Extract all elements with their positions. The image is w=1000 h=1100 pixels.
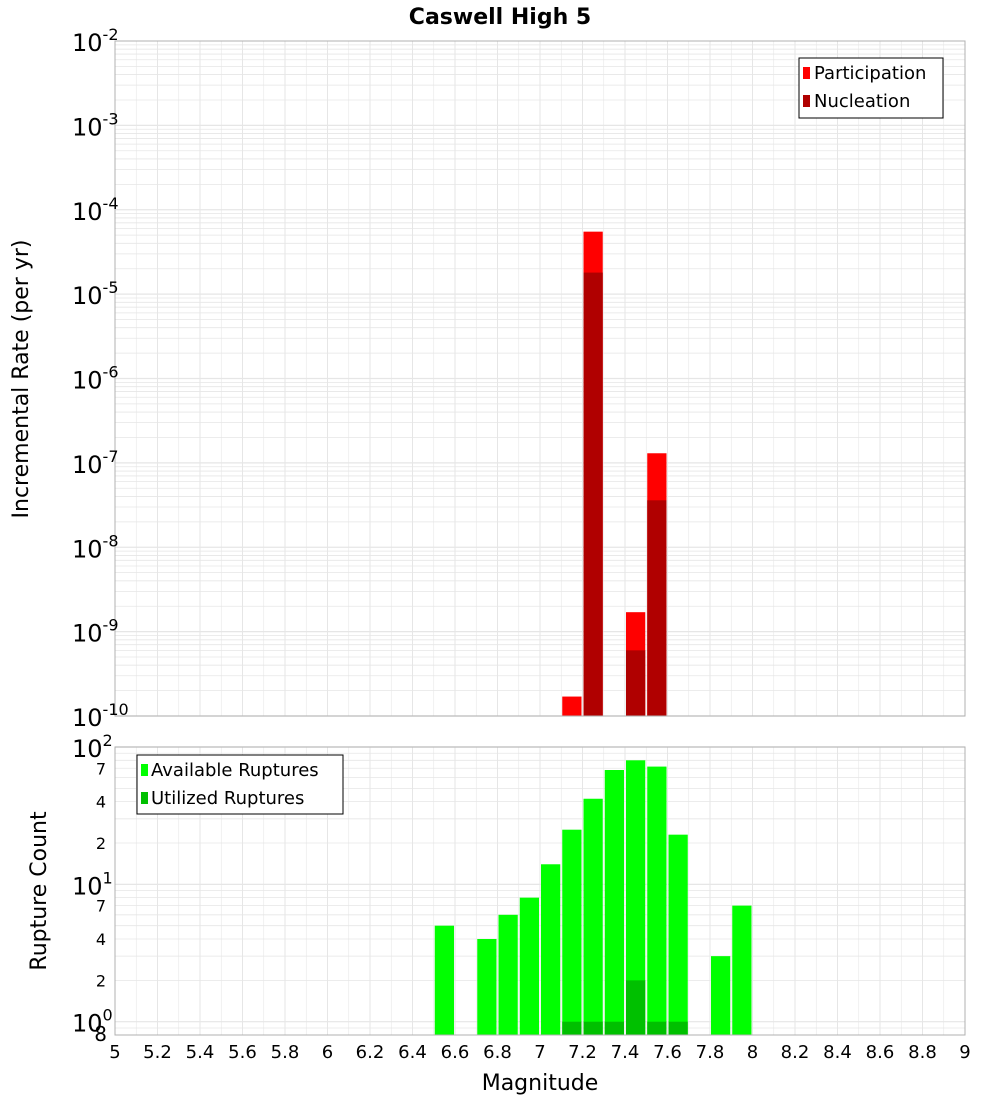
legend-swatch-nucleation xyxy=(803,95,810,107)
bottom-y-major-tick-label: 101 xyxy=(72,868,113,900)
utilized-ruptures-bar xyxy=(647,1021,667,1035)
x-tick-label: 8.2 xyxy=(781,1042,810,1063)
x-tick-label: 6 xyxy=(322,1042,333,1063)
available-ruptures-bar xyxy=(562,829,582,1035)
x-tick-label: 9 xyxy=(959,1042,970,1063)
utilized-ruptures-bar xyxy=(583,1021,603,1035)
x-tick-label: 8.8 xyxy=(908,1042,937,1063)
legend-swatch-available-ruptures xyxy=(141,764,148,776)
top-plot-frame xyxy=(114,40,966,717)
x-tick-label: 8 xyxy=(747,1042,758,1063)
chart-title: Caswell High 5 xyxy=(409,5,591,30)
available-ruptures-bar xyxy=(626,760,646,1035)
available-ruptures-bar xyxy=(541,864,561,1035)
bottom-y-minor-tick-label: 8 xyxy=(94,1022,107,1046)
nucleation-bar xyxy=(583,272,603,716)
bottom-y-minor-tick-label: 4 xyxy=(96,793,106,812)
available-ruptures-bar xyxy=(732,905,752,1035)
available-ruptures-bar xyxy=(647,766,667,1035)
x-tick-label: 5.8 xyxy=(271,1042,300,1063)
available-ruptures-bar xyxy=(668,834,688,1035)
top-panel-incremental-rate: 10-10 10-9 10-8 10-7 10-6 10-5 10-4 10-3 10-2 xyxy=(72,25,966,732)
x-tick-label: 7.8 xyxy=(696,1042,725,1063)
legend-swatch-utilized-ruptures xyxy=(141,792,148,804)
x-tick-label: 5.6 xyxy=(228,1042,257,1063)
bottom-y-minor-tick-label: 2 xyxy=(96,834,106,853)
utilized-ruptures-bar xyxy=(562,1021,582,1035)
bottom-plot-frame xyxy=(114,746,966,1036)
top-y-tick-label: 10-9 xyxy=(72,616,119,648)
legend-label-utilized-ruptures: Utilized Ruptures xyxy=(151,788,304,809)
available-ruptures-bar xyxy=(604,770,624,1035)
top-y-tick-label: 10-4 xyxy=(72,194,119,226)
utilized-ruptures-bar xyxy=(668,1021,688,1035)
top-legend: Participation Nucleation xyxy=(798,57,944,119)
x-tick-label: 7.6 xyxy=(653,1042,682,1063)
legend-label-participation: Participation xyxy=(814,63,926,84)
x-tick-label: 5.2 xyxy=(143,1042,172,1063)
x-tick-label: 8.4 xyxy=(823,1042,852,1063)
bottom-y-minor-tick-label: 4 xyxy=(96,930,106,949)
x-tick-label: 5 xyxy=(109,1042,120,1063)
x-axis-label: Magnitude xyxy=(482,1071,599,1096)
nucleation-bar xyxy=(626,650,646,716)
legend-label-available-ruptures: Available Ruptures xyxy=(151,760,319,781)
x-tick-label: 6.8 xyxy=(483,1042,512,1063)
x-tick-label: 7.4 xyxy=(611,1042,640,1063)
available-ruptures-bar xyxy=(583,798,603,1035)
bottom-y-minor-tick-label: 7 xyxy=(96,759,106,778)
bottom-y-minor-tick-label: 2 xyxy=(96,971,106,990)
bottom-y-major-tick-label: 102 xyxy=(72,731,113,763)
available-ruptures-bar xyxy=(434,925,454,1035)
bottom-y-minor-tick-label: 7 xyxy=(96,897,106,916)
top-y-tick-label: 10-8 xyxy=(72,531,119,563)
x-tick-label: 6.2 xyxy=(356,1042,385,1063)
participation-bar xyxy=(562,696,582,716)
legend-swatch-participation xyxy=(803,67,810,79)
top-y-tick-label: 10-3 xyxy=(72,109,119,141)
available-ruptures-bar xyxy=(519,897,539,1035)
bottom-y-axis-label: Rupture Count xyxy=(27,811,52,971)
top-y-tick-label: 10-5 xyxy=(72,278,119,310)
x-tick-label: 7.2 xyxy=(568,1042,597,1063)
top-y-tick-label: 10-2 xyxy=(72,25,119,57)
top-y-tick-label: 10-7 xyxy=(72,447,119,479)
top-y-tick-label: 10-10 xyxy=(72,700,129,732)
available-ruptures-bar xyxy=(477,939,497,1035)
bottom-y-major-tick-label: 100 xyxy=(72,1006,113,1038)
x-tick-label: 6.4 xyxy=(398,1042,427,1063)
x-tick-label: 5.4 xyxy=(186,1042,215,1063)
x-tick-label: 8.6 xyxy=(866,1042,895,1063)
available-ruptures-bar xyxy=(711,956,731,1035)
x-axis-ticks: 5 5.2 5.4 5.6 5.8 6 6.2 6.4 6.6 6.8 7 7.2 7.4 7.6 7.8 8… xyxy=(109,1042,970,1063)
nucleation-bar xyxy=(647,500,667,716)
top-y-axis-label: Incremental Rate (per yr) xyxy=(9,240,34,519)
x-tick-label: 7 xyxy=(534,1042,545,1063)
utilized-ruptures-bar xyxy=(604,1021,624,1035)
x-tick-label: 6.6 xyxy=(441,1042,470,1063)
top-y-tick-label: 10-6 xyxy=(72,363,119,395)
available-ruptures-bar xyxy=(498,914,518,1035)
legend-label-nucleation: Nucleation xyxy=(814,91,910,112)
utilized-ruptures-bar xyxy=(626,980,646,1035)
bottom-legend: Available Ruptures Utilized Ruptures xyxy=(136,754,344,815)
